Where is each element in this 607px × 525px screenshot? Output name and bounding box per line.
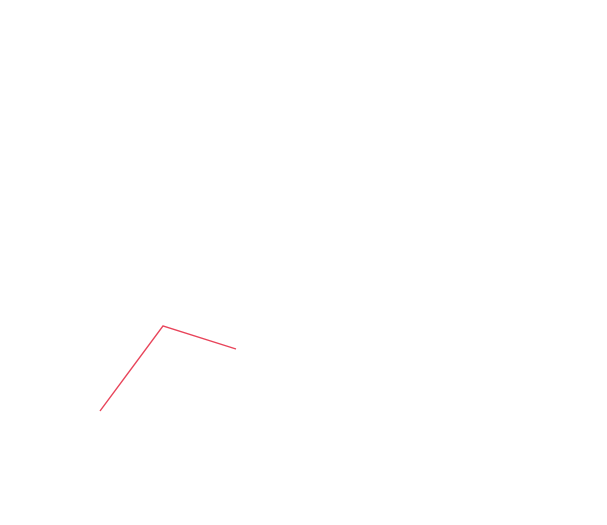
red-polyline-stroke[interactable] bbox=[99, 325, 237, 412]
